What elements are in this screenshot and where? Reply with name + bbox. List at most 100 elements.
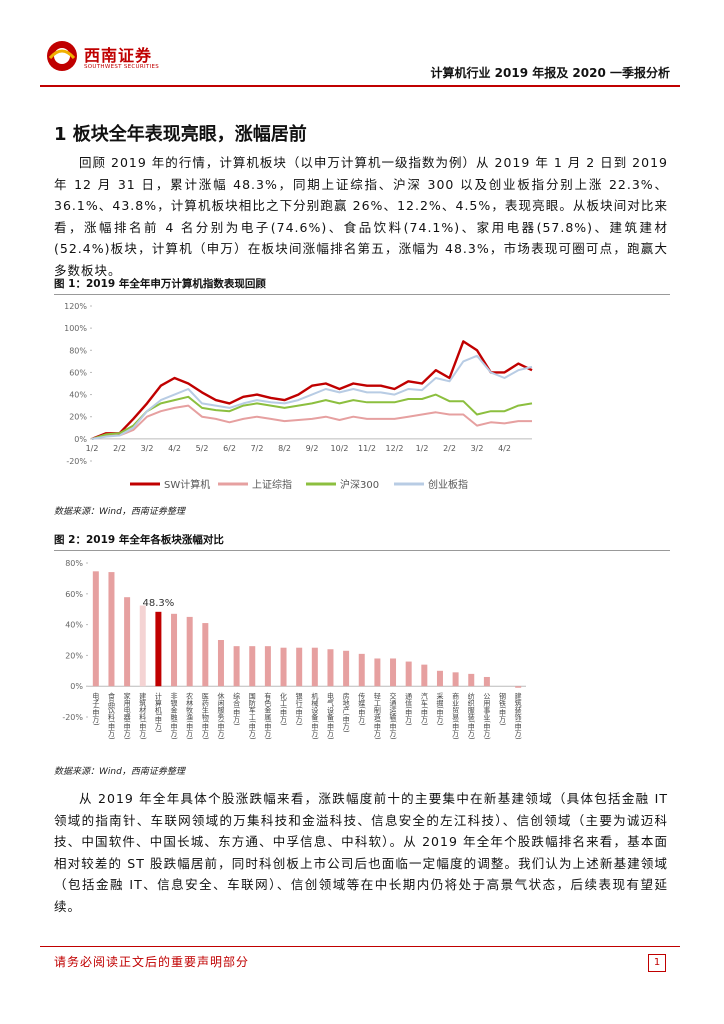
x-tick-label: 家用电器(申万) bbox=[123, 691, 131, 740]
series-line bbox=[91, 393, 533, 440]
y-tick-label: 0% bbox=[70, 682, 83, 691]
bar bbox=[280, 647, 287, 687]
bar-chart: -20% 0% 20% 40% 60% 80% 电子(申万) 食品饮料(申万) 家用电器(申万)… bbox=[62, 559, 526, 740]
x-tick-label: 汽车(申万) bbox=[420, 691, 428, 726]
logo-subtitle: SOUTHWEST SECURITIES bbox=[84, 64, 160, 70]
x-tick-label: 通信(申万) bbox=[405, 691, 413, 726]
x-tick-label: 1/2 bbox=[86, 444, 99, 453]
y-tick-label: 80% bbox=[69, 346, 87, 355]
x-tick-label: 3/2 bbox=[471, 444, 484, 453]
footer-rule bbox=[40, 946, 680, 947]
y-tick-label: 20% bbox=[65, 651, 83, 660]
y-tick-label: 20% bbox=[69, 413, 87, 422]
x-tick-label: 公用事业(申万) bbox=[483, 692, 491, 740]
y-tick-label: 60% bbox=[65, 590, 83, 599]
x-tick-label: 10/2 bbox=[331, 444, 349, 453]
x-tick-label: 化工(申万) bbox=[280, 691, 288, 726]
page-number: 1 bbox=[648, 954, 666, 972]
x-tick-label: 7/2 bbox=[251, 444, 264, 453]
x-tick-label: 轻工制造(申万) bbox=[373, 691, 381, 740]
x-tick-label: 传媒(申万) bbox=[358, 691, 366, 726]
x-tick-label: 2/2 bbox=[443, 444, 456, 453]
bar bbox=[358, 653, 365, 687]
x-tick-label: 建筑材料(申万) bbox=[139, 691, 147, 740]
x-tick-label: 机械设备(申万) bbox=[311, 691, 319, 740]
value-label: 48.3% bbox=[143, 598, 175, 609]
x-tick-label: 1/2 bbox=[416, 444, 429, 453]
bar bbox=[108, 572, 115, 687]
bar bbox=[202, 623, 209, 687]
x-tick-label: 4/2 bbox=[168, 444, 181, 453]
line-chart: -20% 0% 20% 40% 60% 80% 100% 120% 1/2 2/2 3/2 4/2 5/… bbox=[64, 302, 533, 491]
bar bbox=[483, 676, 490, 687]
bar bbox=[264, 646, 271, 687]
y-tick-label: -20% bbox=[66, 457, 87, 466]
x-tick-label: 11/2 bbox=[358, 444, 376, 453]
x-tick-label: 电子(申万) bbox=[92, 691, 100, 726]
section-title: 1 板块全年表现亮眼，涨幅居前 bbox=[54, 124, 307, 145]
series-line bbox=[91, 404, 532, 440]
x-tick-label: 采掘(申万) bbox=[436, 691, 444, 726]
y-tick-label: 100% bbox=[64, 324, 87, 333]
x-tick-label: 银行(申万) bbox=[295, 691, 303, 726]
x-tick-label: 9/2 bbox=[306, 444, 319, 453]
bar bbox=[436, 670, 443, 687]
logo-name: 西南证券 bbox=[84, 46, 153, 65]
y-tick-label: 80% bbox=[65, 559, 83, 568]
figure-caption: 图 2：2019 年全年各板块涨幅对比 bbox=[54, 532, 670, 551]
bar bbox=[249, 646, 256, 687]
figure-caption: 图 1：2019 年全年申万计算机指数表现回顾 bbox=[54, 276, 670, 295]
x-tick-label: 商业贸易(申万) bbox=[452, 691, 460, 740]
x-tick-label: 建筑装饰(申万) bbox=[514, 691, 522, 740]
report-title: 计算机行业 2019 年报及 2020 一季报分析 bbox=[430, 66, 670, 80]
x-tick-label: 6/2 bbox=[223, 444, 236, 453]
bar bbox=[515, 686, 522, 688]
x-tick-label: 5/2 bbox=[196, 444, 209, 453]
bar bbox=[155, 611, 162, 687]
footer-disclaimer: 请务必阅读正文后的重要声明部分 bbox=[54, 955, 250, 969]
series-line bbox=[91, 340, 533, 441]
x-tick-label: 国防军工(申万) bbox=[248, 692, 256, 740]
bar bbox=[405, 661, 412, 687]
bar bbox=[343, 650, 350, 687]
x-tick-label: 8/2 bbox=[278, 444, 291, 453]
x-tick-label: 农林牧渔(申万) bbox=[186, 691, 194, 740]
paragraph: 从 2019 年全年具体个股涨跌幅来看，涨跌幅度前十的主要集中在新基建领域（具体… bbox=[54, 791, 668, 914]
bar bbox=[327, 649, 334, 687]
x-tick-label: 综合(申万) bbox=[233, 691, 241, 726]
bar bbox=[374, 658, 381, 687]
y-tick-label: 120% bbox=[64, 302, 87, 311]
x-tick-label: 4/2 bbox=[498, 444, 511, 453]
bar bbox=[296, 647, 303, 687]
bar bbox=[171, 613, 178, 687]
x-tick-label: 房地产(申万) bbox=[342, 691, 350, 733]
paragraph: 回顾 2019 年的行情，计算机板块（以申万计算机一级指数为例）从 2019 年… bbox=[54, 155, 668, 278]
legend-label: 创业板指 bbox=[428, 478, 468, 491]
x-tick-label: 3/2 bbox=[141, 444, 154, 453]
figure-source: 数据来源：Wind，西南证券整理 bbox=[54, 507, 185, 517]
y-tick-label: 0% bbox=[74, 435, 87, 444]
bar bbox=[124, 597, 131, 687]
x-tick-label: 电气设备(申万) bbox=[326, 691, 334, 740]
bar bbox=[421, 664, 428, 687]
x-tick-label: 2/2 bbox=[113, 444, 126, 453]
x-tick-label: 休闲服务(申万) bbox=[217, 691, 225, 740]
bar bbox=[452, 672, 459, 687]
legend-label: 上证综指 bbox=[252, 478, 292, 491]
bar bbox=[233, 646, 240, 687]
legend-label: 沪深300 bbox=[340, 478, 379, 491]
bar bbox=[390, 658, 397, 687]
x-tick-label: 有色金属(申万) bbox=[264, 691, 272, 740]
bar bbox=[468, 673, 475, 687]
y-tick-label: -20% bbox=[62, 713, 83, 722]
legend-label: SW计算机 bbox=[164, 478, 210, 491]
x-tick-label: 计算机(申万) bbox=[154, 691, 162, 733]
y-tick-label: 60% bbox=[69, 368, 87, 377]
logo-icon bbox=[47, 41, 77, 71]
y-tick-label: 40% bbox=[69, 391, 87, 400]
figure-source: 数据来源：Wind，西南证券整理 bbox=[54, 767, 185, 777]
bar bbox=[186, 616, 193, 687]
bar bbox=[92, 571, 99, 687]
x-tick-label: 12/2 bbox=[386, 444, 404, 453]
